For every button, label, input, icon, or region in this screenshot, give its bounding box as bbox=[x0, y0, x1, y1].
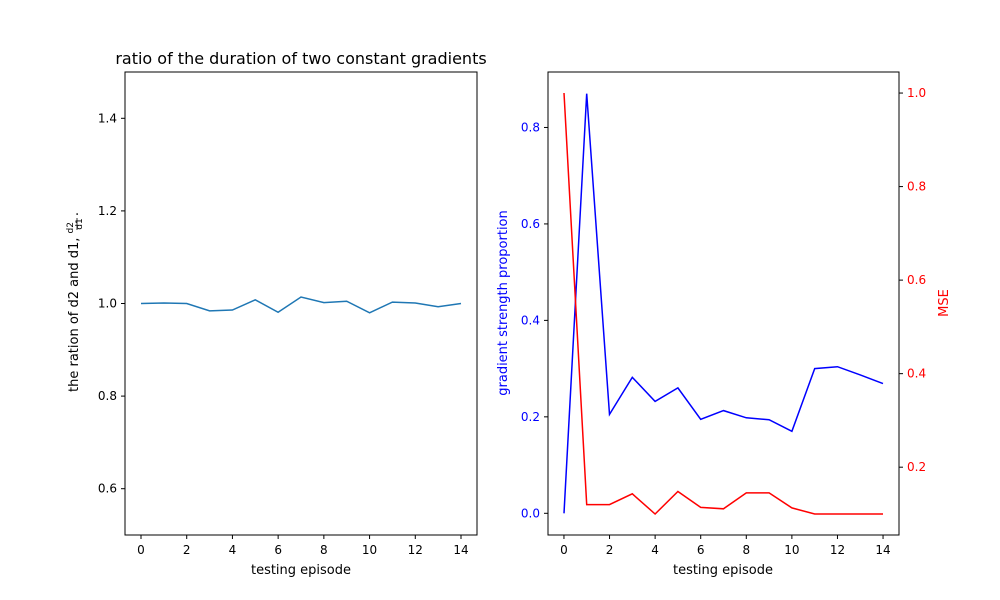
right-x-tick-label: 2 bbox=[606, 543, 614, 557]
left-chart-ticks: 0 2 4 6 8 10 12 14 0.6 0.8 1.0 1.2 1.4 bbox=[98, 111, 469, 557]
left-x-tick-label: 8 bbox=[320, 543, 328, 557]
ratio-series-line bbox=[140, 296, 462, 314]
right-chart-y-axis-label: gradient strength proportion bbox=[496, 210, 511, 396]
left-chart-y-axis-label-denominator: d1 bbox=[75, 218, 85, 229]
left-x-tick-label: 12 bbox=[408, 543, 423, 557]
right-x-tick-label: 6 bbox=[697, 543, 705, 557]
right-x-tick-label: 8 bbox=[742, 543, 750, 557]
right-y-tick-label: 0.0 bbox=[521, 506, 540, 520]
right-y2-tick-label: 1.0 bbox=[907, 86, 926, 100]
left-y-tick-label: 1.4 bbox=[98, 111, 117, 125]
left-chart-y-axis-label-numerator: d2 bbox=[66, 222, 76, 233]
left-y-tick-label: 1.0 bbox=[98, 297, 117, 311]
left-chart-title: ratio of the duration of two constant gr… bbox=[115, 49, 486, 68]
right-chart-ticks: 0 2 4 6 8 10 12 14 0.0 0.2 0.4 0.6 0.8 0.2 0.4 0.6 0.8 1.… bbox=[521, 86, 926, 557]
left-x-tick-label: 2 bbox=[183, 543, 191, 557]
right-x-tick-label: 14 bbox=[875, 543, 890, 557]
right-y-tick-label: 0.2 bbox=[521, 410, 540, 424]
right-x-tick-label: 12 bbox=[830, 543, 845, 557]
left-chart-y-axis-label-text: the ration of d2 and d1, bbox=[67, 233, 82, 392]
right-y-tick-label: 0.6 bbox=[521, 217, 540, 231]
right-y-tick-label: 0.8 bbox=[521, 120, 540, 134]
left-x-tick-label: 0 bbox=[137, 543, 145, 557]
right-chart-plot-frame bbox=[547, 71, 900, 536]
left-y-tick-label: 1.2 bbox=[98, 204, 117, 218]
right-x-tick-label: 0 bbox=[560, 543, 568, 557]
left-chart-plot-frame bbox=[124, 71, 478, 536]
gradient-strength-series-line bbox=[563, 93, 884, 514]
left-x-tick-label: 10 bbox=[362, 543, 377, 557]
left-chart-x-axis-label: testing episode bbox=[251, 563, 351, 578]
left-chart-y-axis-label-suffix: . bbox=[67, 212, 82, 216]
right-y2-tick-label: 0.4 bbox=[907, 367, 926, 381]
right-chart-secondary-y-axis-label: MSE bbox=[937, 289, 952, 317]
right-y2-tick-label: 0.6 bbox=[907, 273, 926, 287]
right-chart-x-axis-label: testing episode bbox=[673, 563, 773, 578]
left-chart-y-axis-label: the ration of d2 and d1, d2 bbox=[66, 222, 82, 392]
right-x-tick-label: 10 bbox=[784, 543, 799, 557]
right-y2-tick-label: 0.8 bbox=[907, 180, 926, 194]
left-chart-panel: ratio of the duration of two constant gr… bbox=[66, 49, 487, 578]
left-y-tick-label: 0.6 bbox=[98, 482, 117, 496]
right-y2-tick-label: 0.2 bbox=[907, 460, 926, 474]
left-x-tick-label: 14 bbox=[453, 543, 468, 557]
left-y-tick-label: 0.8 bbox=[98, 389, 117, 403]
mse-series-line bbox=[563, 92, 883, 516]
right-y-tick-label: 0.4 bbox=[521, 313, 540, 327]
left-x-tick-label: 6 bbox=[274, 543, 282, 557]
right-x-tick-label: 4 bbox=[651, 543, 659, 557]
right-chart-panel: 0 2 4 6 8 10 12 14 0.0 0.2 0.4 0.6 0.8 0.2 0.4 0.6 0.8 1.… bbox=[496, 71, 952, 578]
left-x-tick-label: 4 bbox=[229, 543, 237, 557]
